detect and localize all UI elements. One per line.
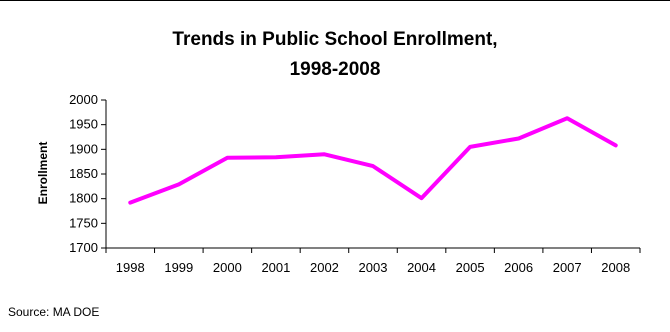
- x-tick-label: 2005: [456, 260, 485, 275]
- x-tick-label: 2004: [407, 260, 436, 275]
- y-tick-label: 1700: [69, 240, 98, 255]
- x-tick-label: 2002: [310, 260, 339, 275]
- x-tick-label: 2006: [504, 260, 533, 275]
- x-tick-label: 2000: [213, 260, 242, 275]
- y-tick-label: 1850: [69, 166, 98, 181]
- y-tick-label: 1900: [69, 141, 98, 156]
- x-tick-label: 2007: [553, 260, 582, 275]
- top-border: [0, 0, 670, 1]
- source-note: Source: MA DOE: [8, 305, 100, 319]
- x-tick-label: 2003: [359, 260, 388, 275]
- y-tick-label: 1750: [69, 215, 98, 230]
- y-tick-label: 1950: [69, 117, 98, 132]
- x-tick-label: 1999: [164, 260, 193, 275]
- y-tick-label: 1800: [69, 191, 98, 206]
- x-tick-label: 1998: [116, 260, 145, 275]
- x-tick-label: 2001: [261, 260, 290, 275]
- y-tick-label: 2000: [69, 92, 98, 107]
- chart-title-line2: 1998-2008: [289, 59, 381, 80]
- chart-title-line1: Trends in Public School Enrollment,: [172, 29, 498, 50]
- series-line: [128, 116, 618, 205]
- x-tick-label: 2008: [601, 260, 630, 275]
